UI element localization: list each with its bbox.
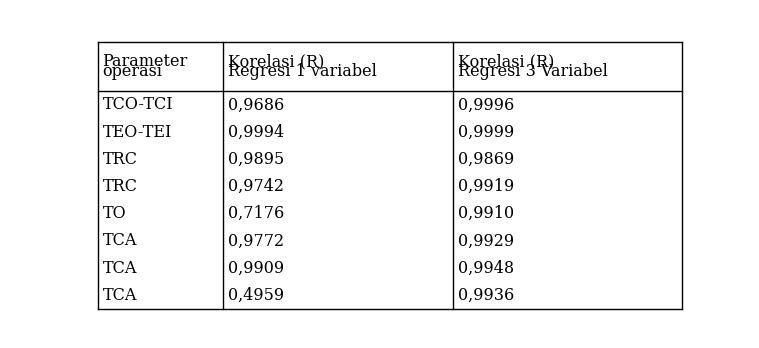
Text: 0,4959: 0,4959 — [228, 287, 284, 304]
Text: 0,9909: 0,9909 — [228, 260, 284, 277]
Text: TCO-TCI: TCO-TCI — [102, 96, 173, 113]
Text: TCA: TCA — [102, 232, 137, 250]
Text: 0,9686: 0,9686 — [228, 96, 285, 113]
Text: 0,9919: 0,9919 — [458, 178, 514, 195]
Text: 0,9869: 0,9869 — [458, 151, 514, 168]
Text: 0,9999: 0,9999 — [458, 124, 514, 141]
Text: Korelasi (R): Korelasi (R) — [228, 53, 325, 70]
Text: 0,9929: 0,9929 — [458, 232, 514, 250]
Text: TCA: TCA — [102, 260, 137, 277]
Text: 0,9948: 0,9948 — [458, 260, 514, 277]
Text: 0,9910: 0,9910 — [458, 205, 514, 222]
Text: TRC: TRC — [102, 151, 137, 168]
Text: 0,7176: 0,7176 — [228, 205, 285, 222]
Text: 0,9994: 0,9994 — [228, 124, 284, 141]
Text: TO: TO — [102, 205, 126, 222]
Text: TEO-TEI: TEO-TEI — [102, 124, 172, 141]
Text: 0,9742: 0,9742 — [228, 178, 284, 195]
Text: 0,9772: 0,9772 — [228, 232, 284, 250]
Text: TRC: TRC — [102, 178, 137, 195]
Text: operasi: operasi — [102, 63, 162, 80]
Text: 0,9895: 0,9895 — [228, 151, 285, 168]
Text: Regresi 1 variabel: Regresi 1 variabel — [228, 63, 377, 80]
Text: TCA: TCA — [102, 287, 137, 304]
Text: 0,9936: 0,9936 — [458, 287, 514, 304]
Text: Regresi 3 Variabel: Regresi 3 Variabel — [458, 63, 607, 80]
Text: 0,9996: 0,9996 — [458, 96, 514, 113]
Text: Parameter: Parameter — [102, 53, 187, 70]
Text: Korelasi (R): Korelasi (R) — [458, 53, 554, 70]
